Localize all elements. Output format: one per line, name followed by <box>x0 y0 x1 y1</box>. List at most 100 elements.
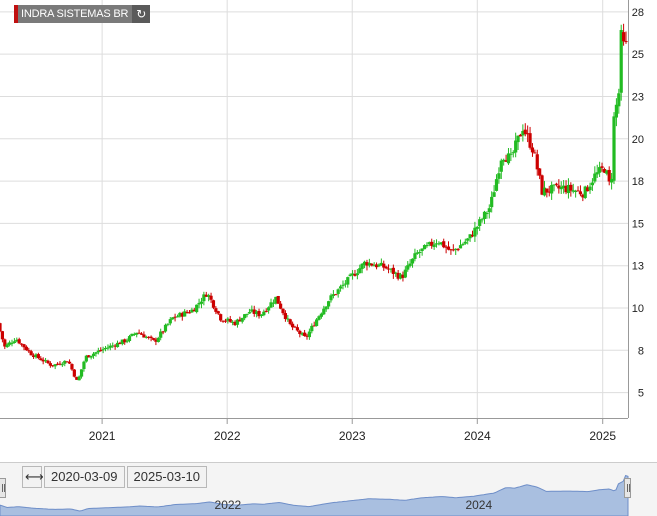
candle-body <box>470 234 475 237</box>
candle-body <box>46 360 50 363</box>
candle-body <box>317 316 321 320</box>
range-from-input[interactable]: 2020-03-09 <box>44 466 125 488</box>
candle-body <box>336 289 340 294</box>
candle-body <box>247 312 252 314</box>
candle-body <box>125 340 129 342</box>
candle-body <box>300 333 304 335</box>
candle-body <box>53 364 57 367</box>
candle-body <box>334 294 338 296</box>
candle-body <box>75 377 79 380</box>
candle-body <box>58 363 62 365</box>
candle-body <box>442 241 446 248</box>
candle-body <box>425 244 429 247</box>
x-tick-label: 2023 <box>339 429 366 443</box>
candle-body <box>485 213 489 215</box>
navigator-right-handle[interactable] <box>624 478 631 498</box>
candle-body <box>0 331 4 340</box>
candle-body <box>562 185 566 188</box>
candle-body <box>602 169 607 173</box>
navigator-left-handle[interactable] <box>0 478 6 498</box>
candle-body <box>492 192 496 197</box>
candle-body <box>372 265 376 267</box>
candle-body <box>540 175 544 195</box>
candle-body <box>243 314 247 319</box>
candle-body <box>7 342 12 345</box>
candle-body <box>214 308 218 312</box>
candle-body <box>115 342 120 348</box>
candle-body <box>293 326 297 328</box>
candle-body <box>190 309 194 313</box>
candle-body <box>252 309 256 314</box>
candle-body <box>207 295 211 297</box>
candle-body <box>514 140 518 153</box>
horizontal-arrows-icon[interactable]: ⟷ <box>22 466 44 488</box>
candle-body <box>250 309 254 312</box>
candle-body <box>509 153 513 155</box>
candle-body <box>418 251 422 253</box>
candle-body <box>303 332 307 336</box>
candle-body <box>159 331 163 338</box>
y-tick-label: 28 <box>632 7 644 19</box>
candle-body <box>408 263 412 266</box>
candle-body <box>468 234 472 239</box>
candle-body <box>396 272 400 279</box>
candle-body <box>187 312 192 314</box>
candle-body <box>398 274 403 279</box>
candle-body <box>415 252 419 254</box>
candle-body <box>269 302 273 308</box>
candle-body <box>533 152 537 154</box>
candle-body <box>151 338 156 340</box>
candle-body <box>19 343 24 345</box>
candle-body <box>475 226 479 229</box>
candle-body <box>65 361 69 363</box>
candle-body <box>588 186 592 191</box>
candle-body <box>523 129 527 135</box>
candle-body <box>163 324 168 332</box>
candle-body <box>127 336 132 341</box>
candle-body <box>15 339 19 342</box>
candle-body <box>454 248 458 251</box>
candle-body <box>211 300 216 308</box>
candle-body <box>434 243 439 245</box>
candle-body <box>478 219 482 226</box>
candle-body <box>84 355 88 362</box>
candle-body <box>590 182 595 186</box>
candle-body <box>231 321 235 323</box>
candle-body <box>497 173 501 179</box>
candle-body <box>607 169 611 182</box>
candle-body <box>3 339 7 347</box>
candle-body <box>338 286 343 289</box>
candle-body <box>547 191 551 193</box>
candle-body <box>578 191 583 195</box>
y-tick-label: 5 <box>638 388 644 400</box>
candle-body <box>271 302 276 304</box>
candle-body <box>132 333 136 335</box>
candle-body <box>113 345 117 347</box>
range-to-input[interactable]: 2025-03-10 <box>126 466 207 488</box>
candle-body <box>569 184 573 191</box>
candle-body <box>94 352 98 354</box>
candle-body <box>530 147 535 153</box>
candle-body <box>195 304 199 313</box>
candle-body <box>622 32 626 42</box>
refresh-icon[interactable]: ↻ <box>132 5 151 23</box>
candle-body <box>161 331 165 333</box>
candle-body <box>156 337 160 342</box>
range-selector: ⟷ 2020-03-09 2025-03-10 <box>22 466 207 488</box>
y-tick-label: 10 <box>632 303 644 315</box>
series-legend[interactable]: INDRA SISTEMAS BR ↻ <box>14 5 151 23</box>
candle-body <box>341 284 345 286</box>
candle-body <box>173 316 177 318</box>
navigator-area <box>0 474 629 516</box>
candle-body <box>612 116 616 181</box>
candle-body <box>305 335 309 337</box>
candle-body <box>430 241 434 246</box>
candle-body <box>10 342 14 344</box>
y-tick-label: 25 <box>632 49 644 61</box>
candle-body <box>55 363 60 365</box>
candle-body <box>406 265 410 270</box>
candle-body <box>360 263 364 269</box>
candle-body <box>24 346 28 351</box>
candle-body <box>43 360 48 362</box>
